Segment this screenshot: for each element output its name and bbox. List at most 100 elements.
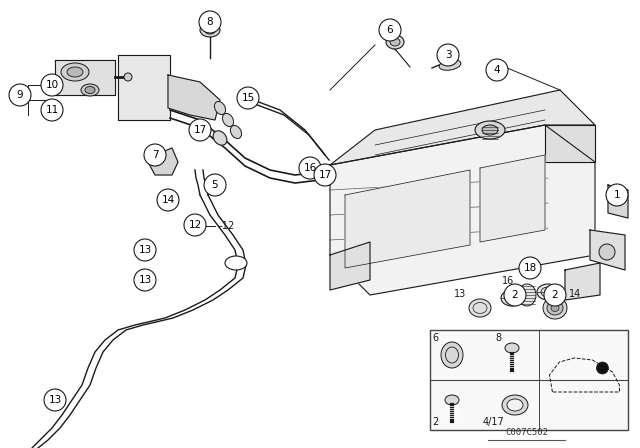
Ellipse shape bbox=[547, 301, 563, 315]
Polygon shape bbox=[590, 230, 625, 270]
Ellipse shape bbox=[214, 101, 225, 115]
Text: 13: 13 bbox=[138, 245, 152, 255]
Text: 6: 6 bbox=[432, 333, 438, 343]
Text: 13: 13 bbox=[49, 395, 61, 405]
Polygon shape bbox=[118, 55, 170, 120]
Text: 18: 18 bbox=[524, 263, 536, 273]
Circle shape bbox=[379, 19, 401, 41]
Ellipse shape bbox=[507, 399, 523, 411]
Text: 12: 12 bbox=[188, 220, 202, 230]
Circle shape bbox=[519, 257, 541, 279]
Ellipse shape bbox=[386, 35, 404, 49]
Circle shape bbox=[189, 119, 211, 141]
Ellipse shape bbox=[230, 125, 241, 138]
Polygon shape bbox=[480, 155, 545, 242]
Circle shape bbox=[437, 44, 459, 66]
Circle shape bbox=[204, 174, 226, 196]
Ellipse shape bbox=[505, 343, 519, 353]
Ellipse shape bbox=[200, 23, 220, 37]
Text: 13: 13 bbox=[138, 275, 152, 285]
Circle shape bbox=[309, 164, 321, 176]
Ellipse shape bbox=[525, 266, 535, 274]
Circle shape bbox=[299, 157, 321, 179]
Ellipse shape bbox=[518, 284, 536, 306]
Ellipse shape bbox=[85, 86, 95, 94]
Circle shape bbox=[599, 244, 615, 260]
Circle shape bbox=[44, 389, 66, 411]
Ellipse shape bbox=[537, 284, 559, 300]
Ellipse shape bbox=[445, 395, 459, 405]
Ellipse shape bbox=[551, 305, 559, 311]
Circle shape bbox=[41, 99, 63, 121]
Ellipse shape bbox=[482, 125, 498, 135]
Text: 4: 4 bbox=[493, 65, 500, 75]
Text: 7: 7 bbox=[152, 150, 158, 160]
Circle shape bbox=[9, 84, 31, 106]
Text: 14: 14 bbox=[161, 195, 175, 205]
Circle shape bbox=[606, 184, 628, 206]
Ellipse shape bbox=[521, 263, 539, 277]
Ellipse shape bbox=[475, 121, 505, 139]
Polygon shape bbox=[608, 185, 628, 218]
Text: 2: 2 bbox=[432, 417, 438, 427]
Ellipse shape bbox=[439, 60, 461, 70]
Circle shape bbox=[41, 74, 63, 96]
Text: 6: 6 bbox=[387, 25, 394, 35]
Polygon shape bbox=[148, 148, 178, 175]
Polygon shape bbox=[330, 125, 595, 295]
Text: 16: 16 bbox=[502, 276, 514, 286]
Ellipse shape bbox=[390, 38, 400, 46]
Bar bbox=[430, 330, 628, 430]
Text: 13: 13 bbox=[454, 289, 466, 299]
Circle shape bbox=[596, 362, 609, 374]
Circle shape bbox=[134, 269, 156, 291]
Text: 11: 11 bbox=[45, 105, 59, 115]
Circle shape bbox=[486, 59, 508, 81]
Text: 2: 2 bbox=[552, 290, 558, 300]
Polygon shape bbox=[545, 125, 595, 162]
Polygon shape bbox=[345, 170, 470, 268]
Polygon shape bbox=[55, 60, 115, 95]
Circle shape bbox=[134, 239, 156, 261]
Ellipse shape bbox=[502, 395, 528, 415]
Polygon shape bbox=[168, 75, 220, 120]
Ellipse shape bbox=[501, 290, 523, 306]
Text: –12: –12 bbox=[218, 221, 236, 231]
Text: 1: 1 bbox=[614, 190, 620, 200]
Text: 17: 17 bbox=[193, 125, 207, 135]
Ellipse shape bbox=[223, 113, 234, 126]
Text: 8: 8 bbox=[495, 333, 501, 343]
Polygon shape bbox=[330, 242, 370, 290]
Ellipse shape bbox=[225, 256, 247, 270]
Text: 17: 17 bbox=[318, 170, 332, 180]
Circle shape bbox=[199, 11, 221, 33]
Text: 14: 14 bbox=[569, 289, 581, 299]
Polygon shape bbox=[565, 263, 600, 300]
Text: 9: 9 bbox=[17, 90, 23, 100]
Text: 16: 16 bbox=[303, 163, 317, 173]
Circle shape bbox=[184, 214, 206, 236]
Circle shape bbox=[144, 144, 166, 166]
Ellipse shape bbox=[441, 342, 463, 368]
Text: 3: 3 bbox=[445, 50, 451, 60]
Circle shape bbox=[544, 284, 566, 306]
Text: 5: 5 bbox=[212, 180, 218, 190]
Ellipse shape bbox=[67, 67, 83, 77]
Circle shape bbox=[124, 73, 132, 81]
Text: 4/17: 4/17 bbox=[482, 417, 504, 427]
Circle shape bbox=[504, 284, 526, 306]
Circle shape bbox=[314, 164, 336, 186]
Ellipse shape bbox=[205, 26, 216, 34]
Ellipse shape bbox=[61, 63, 89, 81]
Ellipse shape bbox=[81, 84, 99, 96]
Circle shape bbox=[157, 189, 179, 211]
Text: 2: 2 bbox=[512, 290, 518, 300]
Circle shape bbox=[237, 87, 259, 109]
Ellipse shape bbox=[469, 299, 491, 317]
Ellipse shape bbox=[213, 131, 227, 145]
Polygon shape bbox=[330, 90, 595, 165]
Text: C007C502: C007C502 bbox=[506, 428, 548, 437]
Text: 8: 8 bbox=[207, 17, 213, 27]
Ellipse shape bbox=[543, 297, 567, 319]
Text: 10: 10 bbox=[45, 80, 59, 90]
